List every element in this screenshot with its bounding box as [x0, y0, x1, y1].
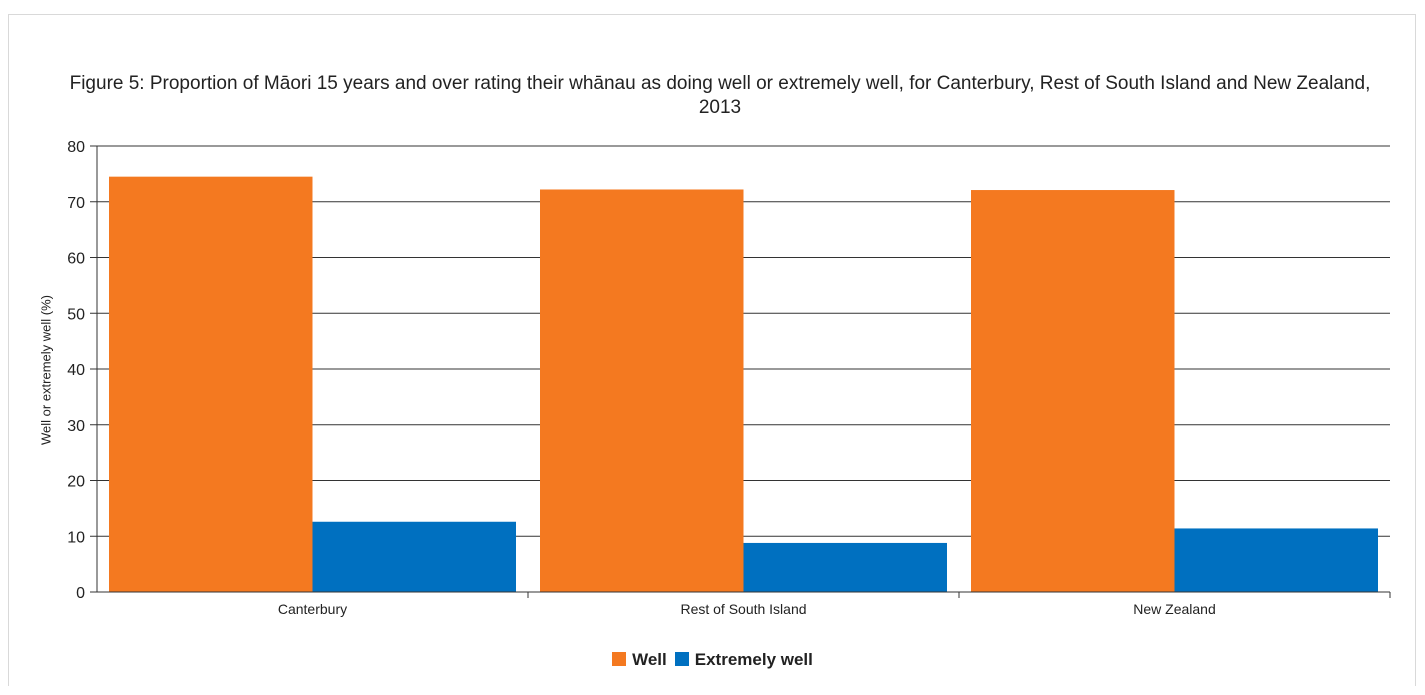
legend-swatch — [612, 652, 627, 666]
x-tick-label: New Zealand — [1133, 601, 1216, 617]
legend-label: Extremely well — [694, 650, 813, 669]
legend-label: Well — [632, 650, 667, 669]
bar-extremely-well — [312, 521, 516, 592]
y-tick-label: 60 — [67, 251, 85, 268]
y-tick-label: 70 — [67, 195, 85, 212]
x-tick-label: Rest of South Island — [680, 601, 806, 617]
y-tick-label: 0 — [76, 585, 85, 602]
bar-well — [109, 176, 313, 592]
chart-frame — [8, 14, 1416, 686]
y-tick-label: 30 — [67, 418, 85, 435]
bar-extremely-well — [743, 542, 947, 592]
bar-well — [971, 190, 1175, 593]
y-tick-label: 40 — [67, 362, 85, 379]
legend-item: Well — [612, 650, 667, 670]
bar-extremely-well — [1174, 528, 1378, 592]
bar-well — [540, 189, 744, 593]
x-tick-label: Canterbury — [278, 601, 347, 617]
chart-title: Figure 5: Proportion of Māori 15 years a… — [69, 73, 1371, 118]
legend: Well Extremely well — [0, 650, 1425, 670]
y-tick-label: 80 — [67, 139, 85, 156]
legend-swatch — [674, 652, 689, 666]
legend-item: Extremely well — [674, 650, 813, 670]
y-tick-label: 50 — [67, 306, 85, 323]
y-tick-label: 20 — [67, 474, 85, 491]
bar-chart: 0 10 20 30 40 50 60 70 80 Canterbury Rest of South… — [67, 139, 1391, 617]
y-tick-label: 10 — [67, 529, 85, 546]
